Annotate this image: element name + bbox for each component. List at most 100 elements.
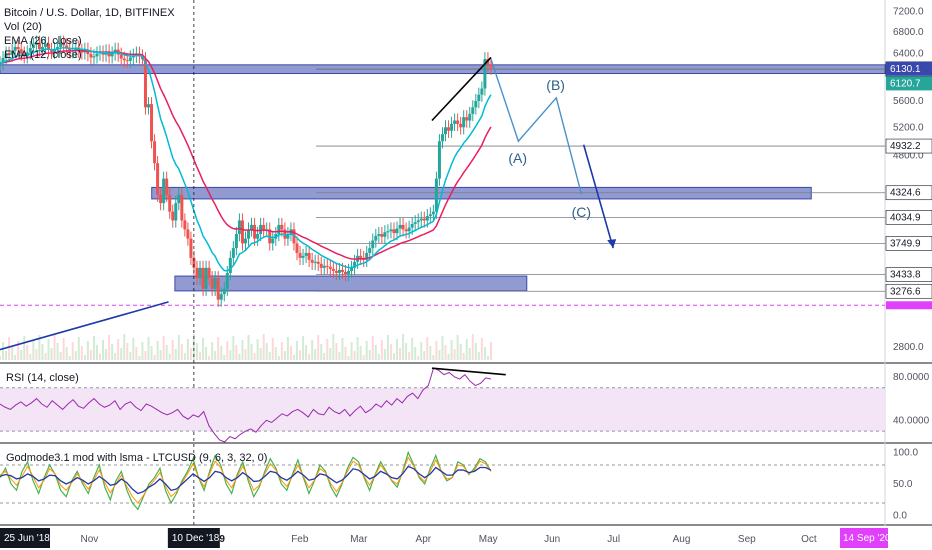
candle-body	[353, 261, 357, 268]
candle-body	[213, 278, 217, 289]
candle-body	[210, 278, 214, 289]
candle-body	[416, 220, 420, 223]
candle-body	[347, 270, 351, 274]
indicator-ema26: EMA (26, close)	[4, 35, 82, 47]
candle-body	[153, 141, 157, 164]
volume-bar	[74, 351, 77, 360]
volume-bar	[92, 336, 95, 360]
candle-body	[268, 229, 272, 244]
volume-bar	[62, 338, 65, 360]
volume-bar	[2, 342, 5, 360]
candle-body	[483, 59, 487, 89]
trend-line-rising	[431, 56, 492, 122]
candle-body	[313, 261, 317, 263]
candle-body	[310, 259, 314, 263]
level-tag	[885, 236, 932, 251]
volume-bar	[459, 344, 462, 360]
volume-bar	[405, 343, 408, 360]
candle-body	[380, 234, 384, 237]
volume-bar	[129, 352, 132, 360]
chart-legend: Bitcoin / U.S. Dollar, 1D, BITFINEX Vol …	[4, 6, 175, 62]
candle-body	[89, 54, 93, 58]
volume-bar	[226, 341, 229, 360]
volume-bar	[308, 354, 311, 360]
volume-bar	[150, 346, 153, 360]
candle-body	[1, 58, 5, 64]
candle-body	[228, 257, 232, 273]
candle-body	[465, 117, 469, 121]
volume-bar	[232, 336, 235, 360]
volume-bar	[111, 344, 114, 360]
level-tag	[885, 267, 932, 282]
candle-body	[219, 294, 223, 300]
volume-bar	[11, 346, 14, 360]
candle-body	[434, 178, 438, 212]
candle-body	[259, 224, 263, 235]
candle-body	[328, 266, 332, 269]
candle-body	[486, 59, 490, 65]
time-tick-label: Nov	[81, 534, 99, 545]
candle-body	[277, 224, 281, 235]
candle-body	[404, 229, 408, 232]
volume-bar	[44, 353, 47, 360]
volume-bar	[329, 348, 332, 360]
candle-body	[171, 211, 175, 221]
candle-body	[128, 57, 132, 61]
volume-bar	[314, 349, 317, 360]
candle-body	[337, 269, 341, 273]
candle-body	[319, 263, 323, 268]
volume-bar	[59, 352, 62, 360]
candle-body	[4, 53, 8, 59]
candle-body	[392, 229, 396, 234]
projection-arrow	[582, 144, 614, 249]
candle-body	[53, 49, 57, 52]
volume-bar	[402, 334, 405, 360]
oscillator-pane-label: Godmode3.1 mod with lsma - LTCUSD (9, 6,…	[6, 452, 268, 464]
candle-body	[292, 229, 296, 244]
volume-bar	[95, 345, 98, 360]
crosshair-date-tag	[167, 528, 220, 548]
candle-body	[28, 48, 32, 53]
volume-bar	[192, 334, 195, 360]
volume-bar	[435, 341, 438, 360]
level-tag-label: 4324.6	[890, 188, 921, 199]
start-date-label: 25 Jun '18	[4, 533, 50, 544]
price-tick-label: 5200.0	[893, 122, 924, 133]
volume-bar	[277, 356, 280, 360]
price-tag-6120-label: 6120.7	[890, 78, 921, 89]
candle-body	[374, 235, 378, 241]
candle-body	[389, 229, 393, 232]
volume-bar	[392, 353, 395, 360]
volume-bar	[262, 334, 265, 360]
volume-bar	[71, 342, 74, 360]
candle-body	[428, 214, 432, 217]
volume-bar	[344, 347, 347, 360]
level-tag-label: 3433.8	[890, 270, 921, 281]
volume-bar	[383, 349, 386, 360]
candle-body	[444, 127, 448, 135]
price-tag-6130	[886, 61, 932, 76]
rsi-tick-label: 80.0000	[893, 372, 930, 383]
volume-bar	[371, 336, 374, 360]
volume-bar	[302, 336, 305, 360]
candle-body	[13, 46, 17, 51]
volume-bar	[35, 349, 38, 360]
candle-body	[68, 48, 72, 52]
rsi-tick-label: 40.0000	[893, 415, 930, 426]
volume-bar	[456, 335, 459, 360]
volume-bar	[335, 343, 338, 360]
candle-body	[243, 238, 247, 244]
arrow-head-icon	[607, 239, 617, 249]
volume-bar	[117, 339, 120, 360]
volume-bar	[177, 335, 180, 360]
time-tick-label: Jul	[607, 534, 620, 545]
candle-body	[119, 54, 123, 59]
candle-body	[365, 252, 369, 260]
candle-body	[295, 243, 299, 253]
volume-bar	[186, 339, 189, 360]
pink-price-tag	[886, 301, 932, 310]
volume-bar	[168, 354, 171, 360]
volume-bar	[317, 335, 320, 360]
volume-bar	[235, 345, 238, 360]
